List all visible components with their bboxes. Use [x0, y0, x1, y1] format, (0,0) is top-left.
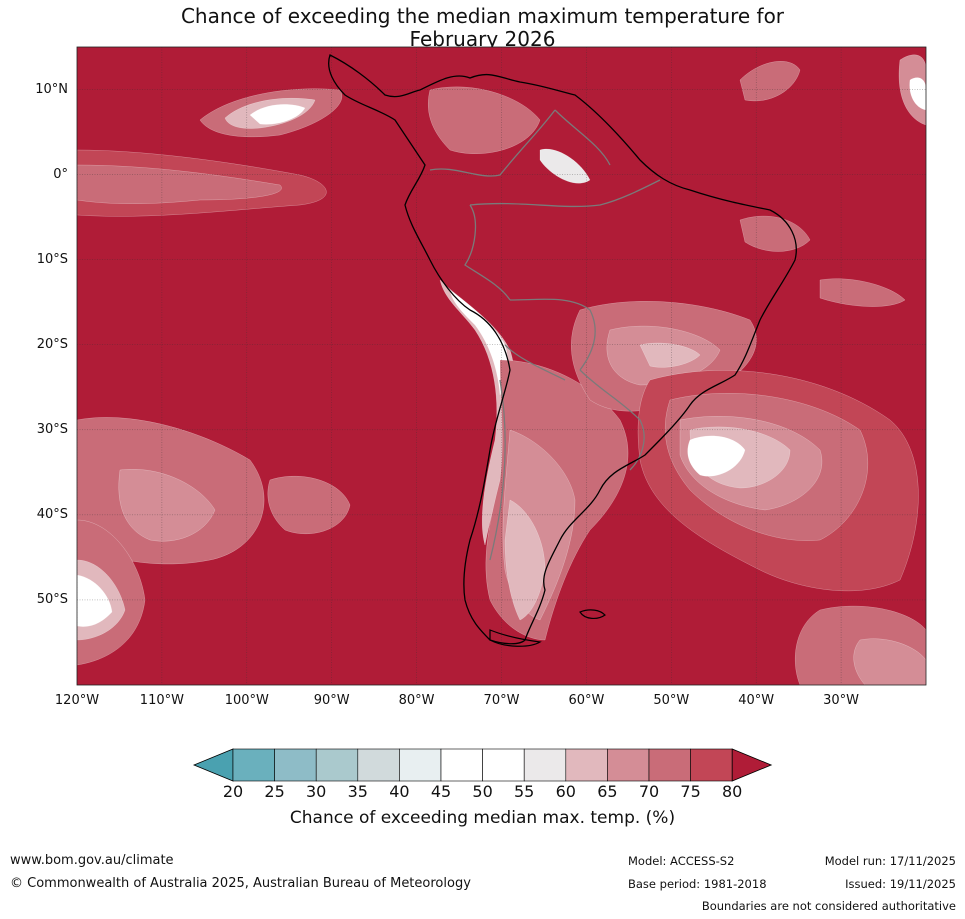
contour-c65 — [118, 469, 216, 542]
contour-c70 — [77, 164, 282, 204]
latitude-label: 50°S — [36, 591, 68, 607]
colorbar-tick-label: 40 — [389, 782, 410, 801]
falkland-islands — [579, 609, 606, 619]
contour-c70 — [267, 476, 351, 534]
colorbar-segment — [523, 748, 567, 782]
latitude-label: 20°S — [36, 336, 68, 352]
colorbar — [192, 748, 773, 782]
colorbar-upper-extension — [731, 748, 773, 782]
colorbar-tick-label: 25 — [264, 782, 285, 801]
longitude-label: 60°W — [568, 693, 605, 708]
longitude-label: 120°W — [54, 693, 100, 708]
tierra-del-fuego — [489, 629, 542, 647]
country-border — [429, 109, 556, 177]
colorbar-tick-label: 30 — [306, 782, 327, 801]
country-border — [579, 369, 645, 471]
latitude-label: 10°S — [36, 251, 68, 267]
map-area — [77, 47, 926, 685]
disclaimer-text: Boundaries are not considered authoritat… — [701, 899, 956, 913]
colorbar-segment — [690, 748, 733, 782]
country-border — [509, 298, 596, 371]
map-frame — [76, 46, 927, 686]
contour-white — [687, 435, 746, 477]
colorbar-segment — [274, 748, 317, 782]
longitude-label: 100°W — [224, 693, 269, 708]
colorbar-segment — [357, 748, 400, 782]
longitude-label: 80°W — [398, 693, 435, 708]
longitude-label: 110°W — [139, 693, 184, 708]
colorbar-segment — [399, 748, 442, 782]
colorbar-tick-label: 65 — [597, 782, 618, 801]
contour-c60 — [504, 499, 546, 621]
map-title-line1: Chance of exceeding the median maximum t… — [180, 4, 785, 28]
country-borders — [429, 109, 661, 561]
colorbar-tick-label: 35 — [347, 782, 368, 801]
longitude-label: 40°W — [738, 693, 775, 708]
country-border — [554, 109, 611, 166]
colorbar-segment — [482, 748, 525, 782]
issued-text: Issued: 19/11/2025 — [845, 877, 956, 891]
colorbar-tick-label: 20 — [222, 782, 244, 801]
colorbar-segment — [440, 748, 483, 782]
website-text: www.bom.gov.au/climate — [10, 853, 174, 868]
colorbar-tick-label: 50 — [472, 782, 493, 801]
country-border — [504, 344, 566, 381]
longitude-label: 70°W — [483, 693, 520, 708]
colorbar-segment — [607, 748, 650, 782]
colorbar-tick-label: 80 — [722, 782, 743, 801]
country-border — [464, 204, 511, 301]
south-america-coastline — [328, 54, 797, 645]
latitude-label: 10°N — [35, 81, 68, 97]
colorbar-lower-extension — [192, 748, 234, 782]
colorbar-segment — [315, 748, 359, 782]
contour-white — [909, 77, 926, 111]
contour-white — [77, 574, 113, 627]
colorbar-segment — [565, 748, 608, 782]
longitude-label: 50°W — [653, 693, 690, 708]
longitude-label: 90°W — [313, 693, 350, 708]
map-title-line2: February 2026 — [409, 27, 556, 51]
contour-c65 — [853, 638, 926, 685]
map-gridlines — [77, 47, 926, 685]
probability-contours — [77, 54, 926, 685]
colorbar-segment — [232, 748, 275, 782]
longitude-label: 30°W — [823, 693, 860, 708]
latitude-label: 40°S — [36, 506, 68, 522]
model-text: Model: ACCESS-S2 — [628, 854, 735, 868]
colorbar-segment — [648, 748, 691, 782]
contour-c70 — [739, 61, 801, 102]
contour-c70 — [739, 215, 811, 252]
colorbar-tick-label: 60 — [555, 782, 576, 801]
contour-white — [249, 104, 306, 125]
contour-c70 — [428, 86, 541, 154]
country-border — [469, 179, 661, 208]
copyright-text: © Commonwealth of Australia 2025, Austra… — [10, 876, 471, 891]
country-border — [489, 379, 506, 561]
latitude-label: 30°S — [36, 421, 68, 437]
contour-c60 — [639, 342, 701, 368]
colorbar-tick-label: 55 — [514, 782, 535, 801]
colorbar-label: Chance of exceeding median max. temp. (%… — [289, 808, 676, 828]
base-period-text: Base period: 1981-2018 — [628, 877, 767, 891]
latitude-label: 0° — [53, 166, 68, 182]
model-run-text: Model run: 17/11/2025 — [824, 854, 956, 868]
colorbar-tick-label: 45 — [430, 782, 452, 801]
colorbar-tick-label: 75 — [680, 782, 701, 801]
colorbar-tick-label: 70 — [638, 782, 660, 801]
